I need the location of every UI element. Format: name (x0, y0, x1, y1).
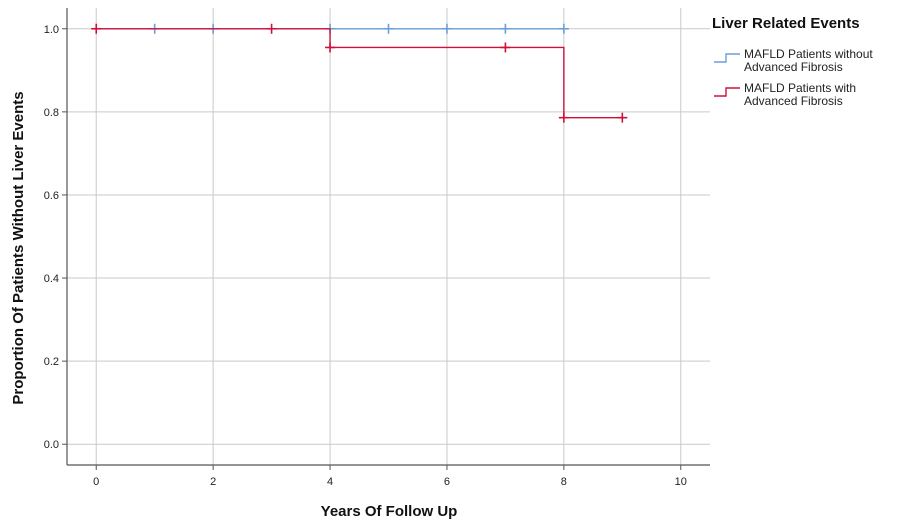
x-tick-label: 10 (675, 476, 687, 488)
censor-mark (441, 23, 452, 34)
axes: 0 2 4 6 8 10 0.0 0.2 0.4 0.6 0.8 1.0 (44, 8, 710, 488)
censor-mark (558, 23, 569, 34)
legend-title: Liver Related Events (712, 15, 860, 32)
legend-label-0: Advanced Fibrosis (744, 60, 843, 74)
x-tick-label: 6 (444, 476, 450, 488)
legend-swatch-0 (714, 53, 740, 63)
series (91, 23, 628, 123)
x-tick-label: 0 (93, 476, 99, 488)
y-tick-label: 0.6 (44, 190, 59, 202)
y-axis-title: Proportion Of Patients Without Liver Eve… (10, 91, 27, 404)
legend-label-0: MAFLD Patients without (744, 47, 873, 61)
x-tick-label: 2 (210, 476, 216, 488)
x-tick-label: 4 (327, 476, 333, 488)
x-axis-title: Years Of Follow Up (321, 503, 458, 520)
censor-mark (500, 23, 511, 34)
censor-mark (500, 42, 511, 53)
y-tick-label: 0.2 (44, 356, 59, 368)
censor-mark (383, 23, 394, 34)
censor-mark (558, 112, 569, 123)
series-line-1 (96, 28, 623, 119)
grid (67, 8, 710, 465)
censor-mark (266, 23, 277, 34)
legend-swatch-1 (714, 87, 740, 97)
y-tick-label: 0.0 (44, 439, 59, 451)
legend-label-1: MAFLD Patients with (744, 81, 856, 95)
y-tick-label: 1.0 (44, 24, 59, 36)
legend: Liver Related Events MAFLD Patients with… (712, 15, 873, 108)
y-tick-label: 0.4 (44, 273, 59, 285)
legend-label-1: Advanced Fibrosis (744, 94, 843, 108)
censor-mark (325, 42, 336, 53)
y-tick-label: 0.8 (44, 107, 59, 119)
censor-mark (617, 112, 628, 123)
censor-mark (91, 23, 102, 34)
x-tick-label: 8 (561, 476, 567, 488)
